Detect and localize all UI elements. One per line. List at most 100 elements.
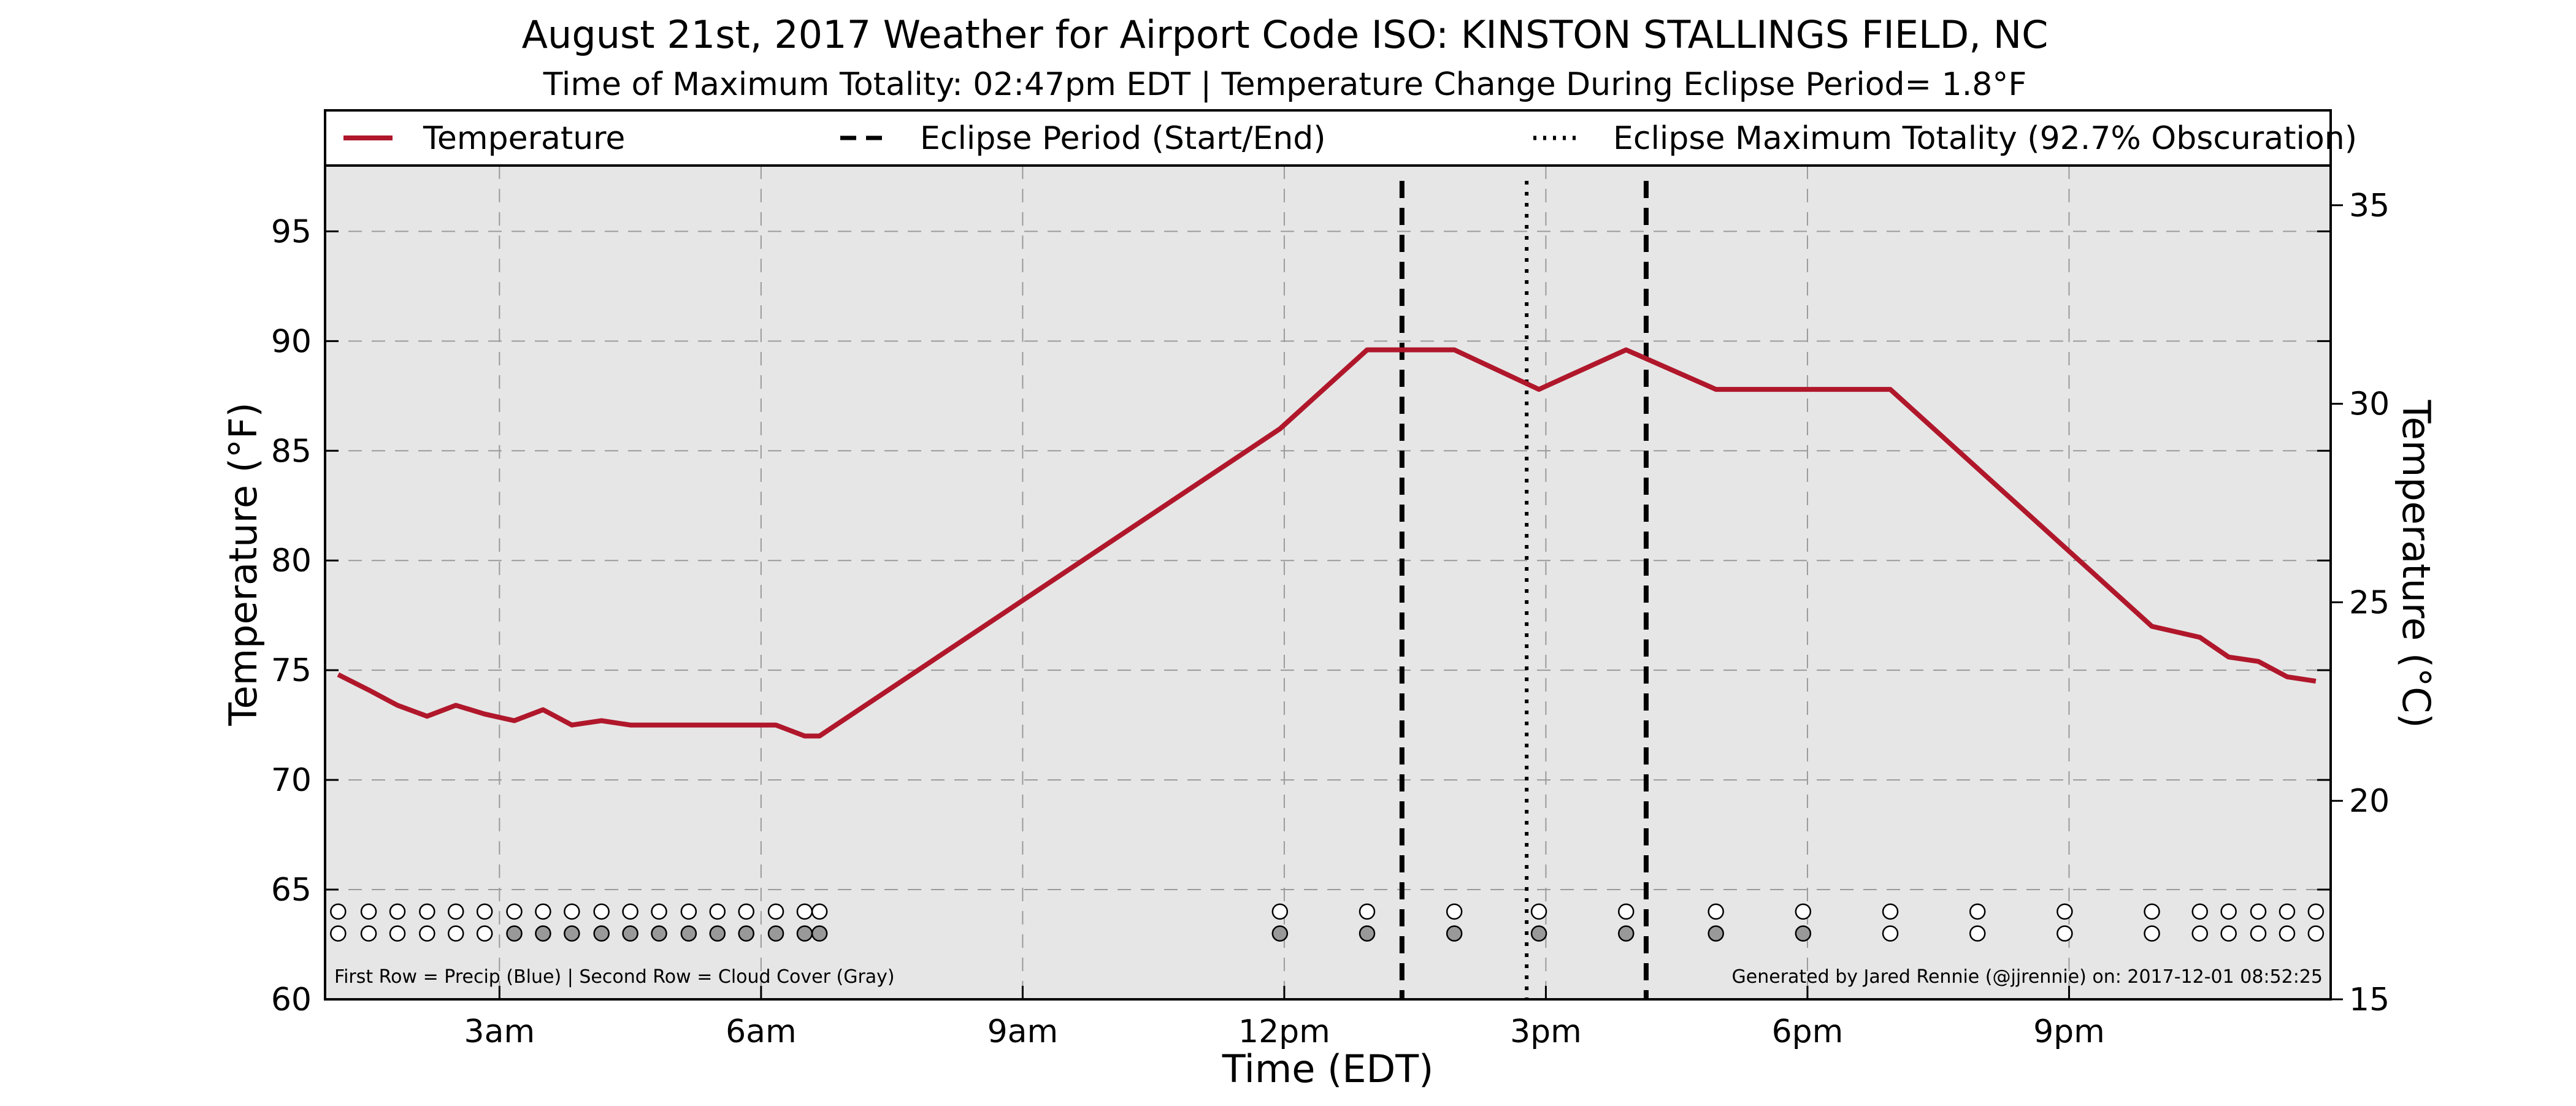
cloud-cover-marker bbox=[564, 925, 580, 942]
precip-marker bbox=[1271, 903, 1289, 920]
precip-marker bbox=[2220, 903, 2237, 920]
temperature-line bbox=[337, 347, 2317, 739]
precip-marker bbox=[651, 903, 667, 920]
cloud-cover-marker bbox=[680, 925, 697, 942]
precip-marker bbox=[535, 903, 551, 920]
cloud-cover-marker bbox=[535, 925, 551, 942]
y-tick-label: 70 bbox=[271, 762, 312, 799]
cloud-cover-marker bbox=[651, 925, 667, 942]
precip-marker bbox=[506, 903, 523, 920]
precip-marker bbox=[1446, 903, 1463, 920]
y-tick-label: 65 bbox=[271, 872, 312, 909]
cloud-cover-marker bbox=[506, 925, 523, 942]
y-axis-label-left: Temperature (°F) bbox=[221, 402, 266, 726]
cloud-cover-marker bbox=[1617, 925, 1635, 942]
cloud-cover-marker bbox=[1969, 925, 1986, 942]
y-tick-label: 85 bbox=[271, 433, 312, 470]
cloud-cover-marker bbox=[389, 925, 406, 942]
cloud-cover-marker bbox=[2057, 925, 2073, 942]
x-tick-label: 9am bbox=[987, 1013, 1059, 1050]
precip-marker bbox=[738, 903, 754, 920]
y-tick-label: 60 bbox=[271, 982, 312, 1018]
precip-marker bbox=[2057, 903, 2073, 920]
y-right-tick-label: 30 bbox=[2349, 386, 2390, 423]
cloud-cover-marker bbox=[1271, 925, 1289, 942]
precip-marker bbox=[1359, 903, 1376, 920]
precip-marker bbox=[680, 903, 697, 920]
precip-marker bbox=[330, 903, 347, 920]
cloud-cover-marker bbox=[709, 925, 726, 942]
cloud-cover-marker bbox=[360, 925, 377, 942]
precip-marker bbox=[2307, 903, 2325, 920]
x-axis: 3am 6am 9am 12pm 3pm 6pm 9pm bbox=[464, 986, 2105, 1050]
cloud-cover-marker bbox=[2220, 925, 2237, 942]
cloud-cover-marker bbox=[448, 925, 464, 942]
y-axis-right: 15 20 25 30 35 bbox=[2331, 188, 2390, 1018]
legend-eclipse-period-label: Eclipse Period (Start/End) bbox=[920, 120, 1326, 157]
precip-marker bbox=[419, 903, 435, 920]
precip-marker bbox=[767, 903, 784, 920]
y-axis-left: 60 65 70 75 80 85 90 95 bbox=[271, 213, 2331, 1018]
cloud-cover-marker bbox=[2250, 925, 2267, 942]
legend-temperature-label: Temperature bbox=[423, 120, 625, 157]
cloud-cover-marker bbox=[811, 925, 828, 942]
cloud-cover-marker bbox=[2191, 925, 2208, 942]
y-right-tick-label: 15 bbox=[2349, 982, 2390, 1018]
precip-marker bbox=[593, 903, 610, 920]
precip-marker bbox=[476, 903, 493, 920]
precip-marker bbox=[360, 903, 377, 920]
precip-marker bbox=[796, 903, 813, 920]
y-tick-label: 80 bbox=[271, 543, 312, 579]
precip-marker bbox=[709, 903, 726, 920]
cloud-cover-marker bbox=[1882, 925, 1899, 942]
precip-marker bbox=[2144, 903, 2160, 920]
precip-cloud-markers bbox=[330, 903, 2325, 942]
y-right-tick-label: 35 bbox=[2349, 188, 2390, 224]
chart-title: August 21st, 2017 Weather for Airport Co… bbox=[522, 12, 2049, 57]
precip-marker bbox=[811, 903, 828, 920]
cloud-cover-marker bbox=[419, 925, 435, 942]
x-tick-label: 9pm bbox=[2033, 1013, 2105, 1050]
x-tick-label: 6pm bbox=[1772, 1013, 1844, 1050]
x-tick-label: 12pm bbox=[1238, 1013, 1330, 1050]
precip-marker bbox=[448, 903, 464, 920]
y-right-tick-label: 20 bbox=[2349, 783, 2390, 820]
cloud-cover-marker bbox=[2144, 925, 2160, 942]
precip-marker bbox=[1969, 903, 1986, 920]
cloud-cover-marker bbox=[476, 925, 493, 942]
precip-marker bbox=[1530, 903, 1547, 920]
legend-eclipse-max-label: Eclipse Maximum Totality (92.7% Obscurat… bbox=[1613, 120, 2357, 157]
footnote-left: First Row = Precip (Blue) | Second Row =… bbox=[334, 966, 895, 988]
cloud-cover-marker bbox=[330, 925, 347, 942]
y-tick-label: 95 bbox=[271, 213, 312, 250]
cloud-cover-marker bbox=[767, 925, 784, 942]
precip-marker bbox=[564, 903, 580, 920]
y-axis-label-right: Temperature (°C) bbox=[2394, 399, 2439, 728]
footnote-right: Generated by Jared Rennie (@jjrennie) on… bbox=[1732, 966, 2323, 988]
cloud-cover-marker bbox=[738, 925, 754, 942]
y-tick-label: 90 bbox=[271, 323, 312, 360]
precip-marker bbox=[2191, 903, 2208, 920]
precip-marker bbox=[1617, 903, 1635, 920]
chart-subtitle: Time of Maximum Totality: 02:47pm EDT | … bbox=[543, 66, 2026, 103]
eclipse-markers bbox=[1399, 181, 1649, 999]
x-tick-label: 3pm bbox=[1510, 1013, 1582, 1050]
precip-marker bbox=[389, 903, 406, 920]
cloud-cover-marker bbox=[1708, 925, 1724, 942]
plot-area bbox=[325, 166, 2331, 999]
temperature-series bbox=[337, 347, 2317, 739]
cloud-cover-marker bbox=[1359, 925, 1376, 942]
precip-marker bbox=[1708, 903, 1724, 920]
legend-box bbox=[324, 109, 2332, 167]
y-tick-label: 75 bbox=[271, 652, 312, 689]
y-right-tick-label: 25 bbox=[2349, 584, 2390, 621]
precip-marker bbox=[622, 903, 638, 920]
x-tick-label: 3am bbox=[464, 1013, 535, 1050]
cloud-cover-marker bbox=[593, 925, 610, 942]
grid-lines bbox=[325, 166, 2331, 999]
cloud-cover-marker bbox=[2279, 925, 2296, 942]
cloud-cover-marker bbox=[622, 925, 638, 942]
precip-marker bbox=[2279, 903, 2296, 920]
